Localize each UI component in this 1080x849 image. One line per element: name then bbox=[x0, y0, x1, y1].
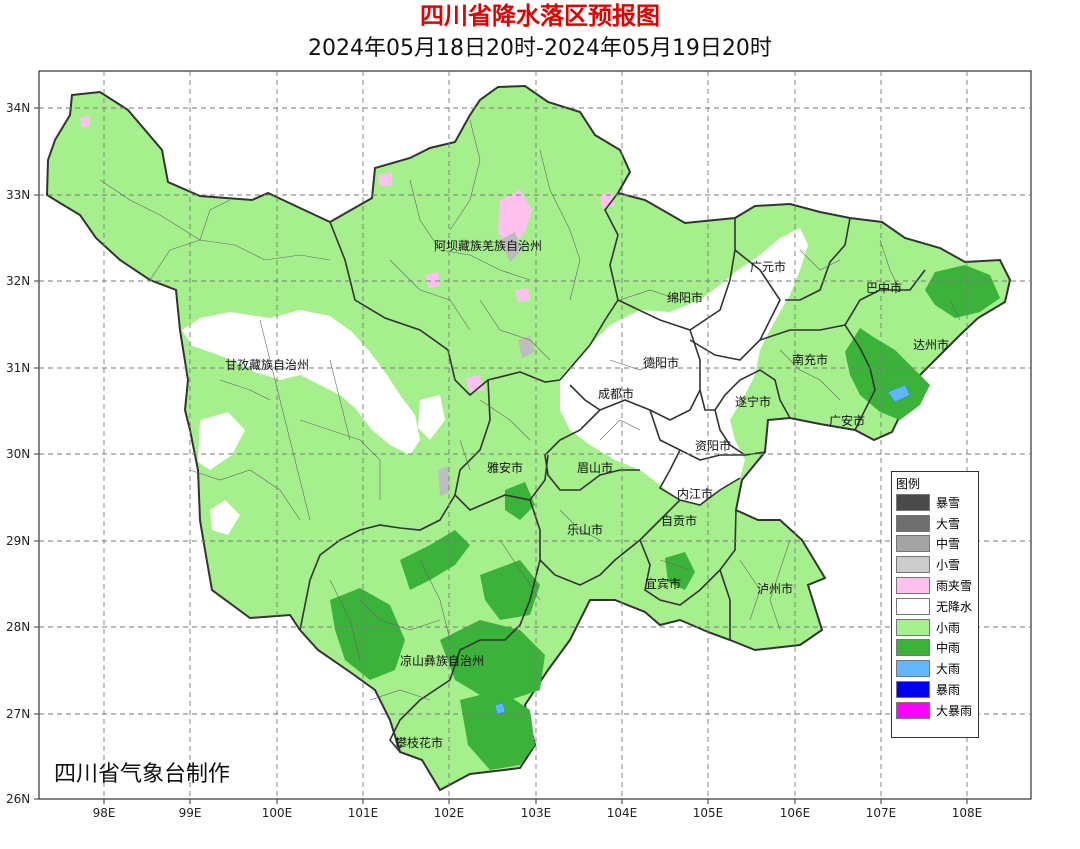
legend-swatch bbox=[896, 577, 930, 595]
legend-item: 大雨 bbox=[892, 658, 978, 679]
legend-swatch bbox=[896, 639, 930, 657]
map-title: 四川省降水落区预报图 bbox=[420, 2, 660, 30]
legend-item: 小雨 bbox=[892, 617, 978, 638]
city-label-liangshan: 凉山彝族自治州 bbox=[400, 654, 485, 668]
legend-swatch bbox=[896, 660, 930, 678]
x-tick-label: 107E bbox=[865, 806, 897, 820]
city-label-mianyang: 绵阳市 bbox=[667, 291, 704, 305]
y-tick-label: 33N bbox=[6, 188, 31, 202]
city-label-yaan: 雅安市 bbox=[487, 461, 524, 475]
x-tick-label: 104E bbox=[606, 806, 638, 820]
legend-label: 中雪 bbox=[936, 537, 961, 552]
prefecture-boundaries bbox=[299, 192, 926, 753]
map-subtitle: 2024年05月18日20时-2024年05月19日20时 bbox=[308, 36, 772, 61]
x-tick-label: 101E bbox=[347, 806, 379, 820]
city-label-suining: 遂宁市 bbox=[735, 395, 772, 409]
x-tick-label: 98E bbox=[92, 806, 116, 820]
legend-label: 大雪 bbox=[936, 516, 961, 531]
legend-item: 中雨 bbox=[892, 638, 978, 659]
city-label-nanchong: 南充市 bbox=[792, 353, 829, 367]
city-label-luzhou: 泸州市 bbox=[757, 582, 794, 596]
x-tick-label: 105E bbox=[692, 806, 724, 820]
city-label-aba: 阿坝藏族羌族自治州 bbox=[434, 239, 543, 253]
y-tick-label: 32N bbox=[6, 274, 31, 288]
city-label-chengdu: 成都市 bbox=[598, 387, 635, 401]
city-label-deyang: 德阳市 bbox=[643, 356, 680, 370]
legend-item: 暴雪 bbox=[892, 492, 978, 513]
y-tick-label: 29N bbox=[6, 534, 31, 548]
x-tick-label: 100E bbox=[261, 806, 293, 820]
legend-label: 中雨 bbox=[936, 641, 961, 656]
y-tick-label: 30N bbox=[6, 447, 31, 461]
heavy-rain-areas bbox=[494, 384, 911, 715]
city-label-bazhong: 巴中市 bbox=[866, 281, 903, 295]
legend-swatch bbox=[896, 514, 930, 532]
city-label-meishan: 眉山市 bbox=[577, 461, 614, 475]
legend-label: 暴雪 bbox=[936, 495, 961, 510]
legend-label: 小雪 bbox=[936, 558, 961, 573]
city-label-yibin: 宜宾市 bbox=[645, 577, 682, 591]
y-tick-label: 26N bbox=[6, 792, 31, 806]
y-tick-label: 34N bbox=[6, 101, 31, 115]
legend-label: 小雨 bbox=[936, 620, 961, 635]
legend-swatch bbox=[896, 681, 930, 699]
city-label-guangan: 广安市 bbox=[829, 414, 866, 428]
legend-item: 雨夹雪 bbox=[892, 575, 978, 596]
x-tick-label: 102E bbox=[433, 806, 465, 820]
legend-label: 暴雨 bbox=[936, 683, 961, 698]
gridlines bbox=[39, 71, 1031, 799]
legend-swatch bbox=[896, 597, 930, 615]
moderate-rain-areas bbox=[330, 265, 1000, 770]
x-tick-label: 106E bbox=[779, 806, 811, 820]
y-tick-label: 28N bbox=[6, 620, 31, 634]
legend-item: 中雪 bbox=[892, 534, 978, 555]
city-label-ganzi: 甘孜藏族自治州 bbox=[225, 358, 310, 372]
legend-label: 大暴雨 bbox=[936, 703, 973, 718]
legend-title: 图例 bbox=[896, 477, 921, 491]
city-label-dazhou: 达州市 bbox=[913, 338, 950, 352]
x-tick-label: 103E bbox=[520, 806, 552, 820]
city-label-zigong: 自贡市 bbox=[661, 514, 698, 528]
legend-label: 大雨 bbox=[936, 662, 961, 677]
legend-swatch bbox=[896, 556, 930, 574]
city-label-neijiang: 内江市 bbox=[677, 487, 714, 501]
legend-swatch bbox=[896, 493, 930, 511]
legend-item: 暴雨 bbox=[892, 679, 978, 700]
county-boundaries bbox=[99, 119, 961, 701]
legend: 图例 暴雪 大雪 中雪 小雪 雨夹雪 无降水 小雨 中雨 大雨 暴雨 大暴雨 bbox=[891, 471, 979, 738]
city-label-leshan: 乐山市 bbox=[567, 523, 604, 537]
x-tick-label: 99E bbox=[178, 806, 202, 820]
legend-item: 大暴雨 bbox=[892, 700, 978, 721]
city-label-ziyang: 资阳市 bbox=[695, 439, 732, 453]
x-tick-label: 108E bbox=[951, 806, 983, 820]
axis-ticks bbox=[34, 107, 968, 804]
legend-label: 无降水 bbox=[936, 599, 973, 614]
y-tick-label: 27N bbox=[6, 707, 31, 721]
city-label-panzhihua: 攀枝花市 bbox=[395, 736, 444, 750]
legend-item: 大雪 bbox=[892, 513, 978, 534]
legend-item: 无降水 bbox=[892, 596, 978, 617]
producer-credit: 四川省气象台制作 bbox=[54, 762, 231, 787]
city-label-guangyuan: 广元市 bbox=[750, 260, 787, 274]
y-tick-label: 31N bbox=[6, 361, 31, 375]
legend-swatch bbox=[896, 535, 930, 553]
legend-swatch bbox=[896, 618, 930, 636]
light-snow-areas bbox=[438, 232, 535, 496]
legend-label: 雨夹雪 bbox=[936, 579, 973, 594]
legend-swatch bbox=[896, 701, 930, 719]
legend-item: 小雪 bbox=[892, 554, 978, 575]
